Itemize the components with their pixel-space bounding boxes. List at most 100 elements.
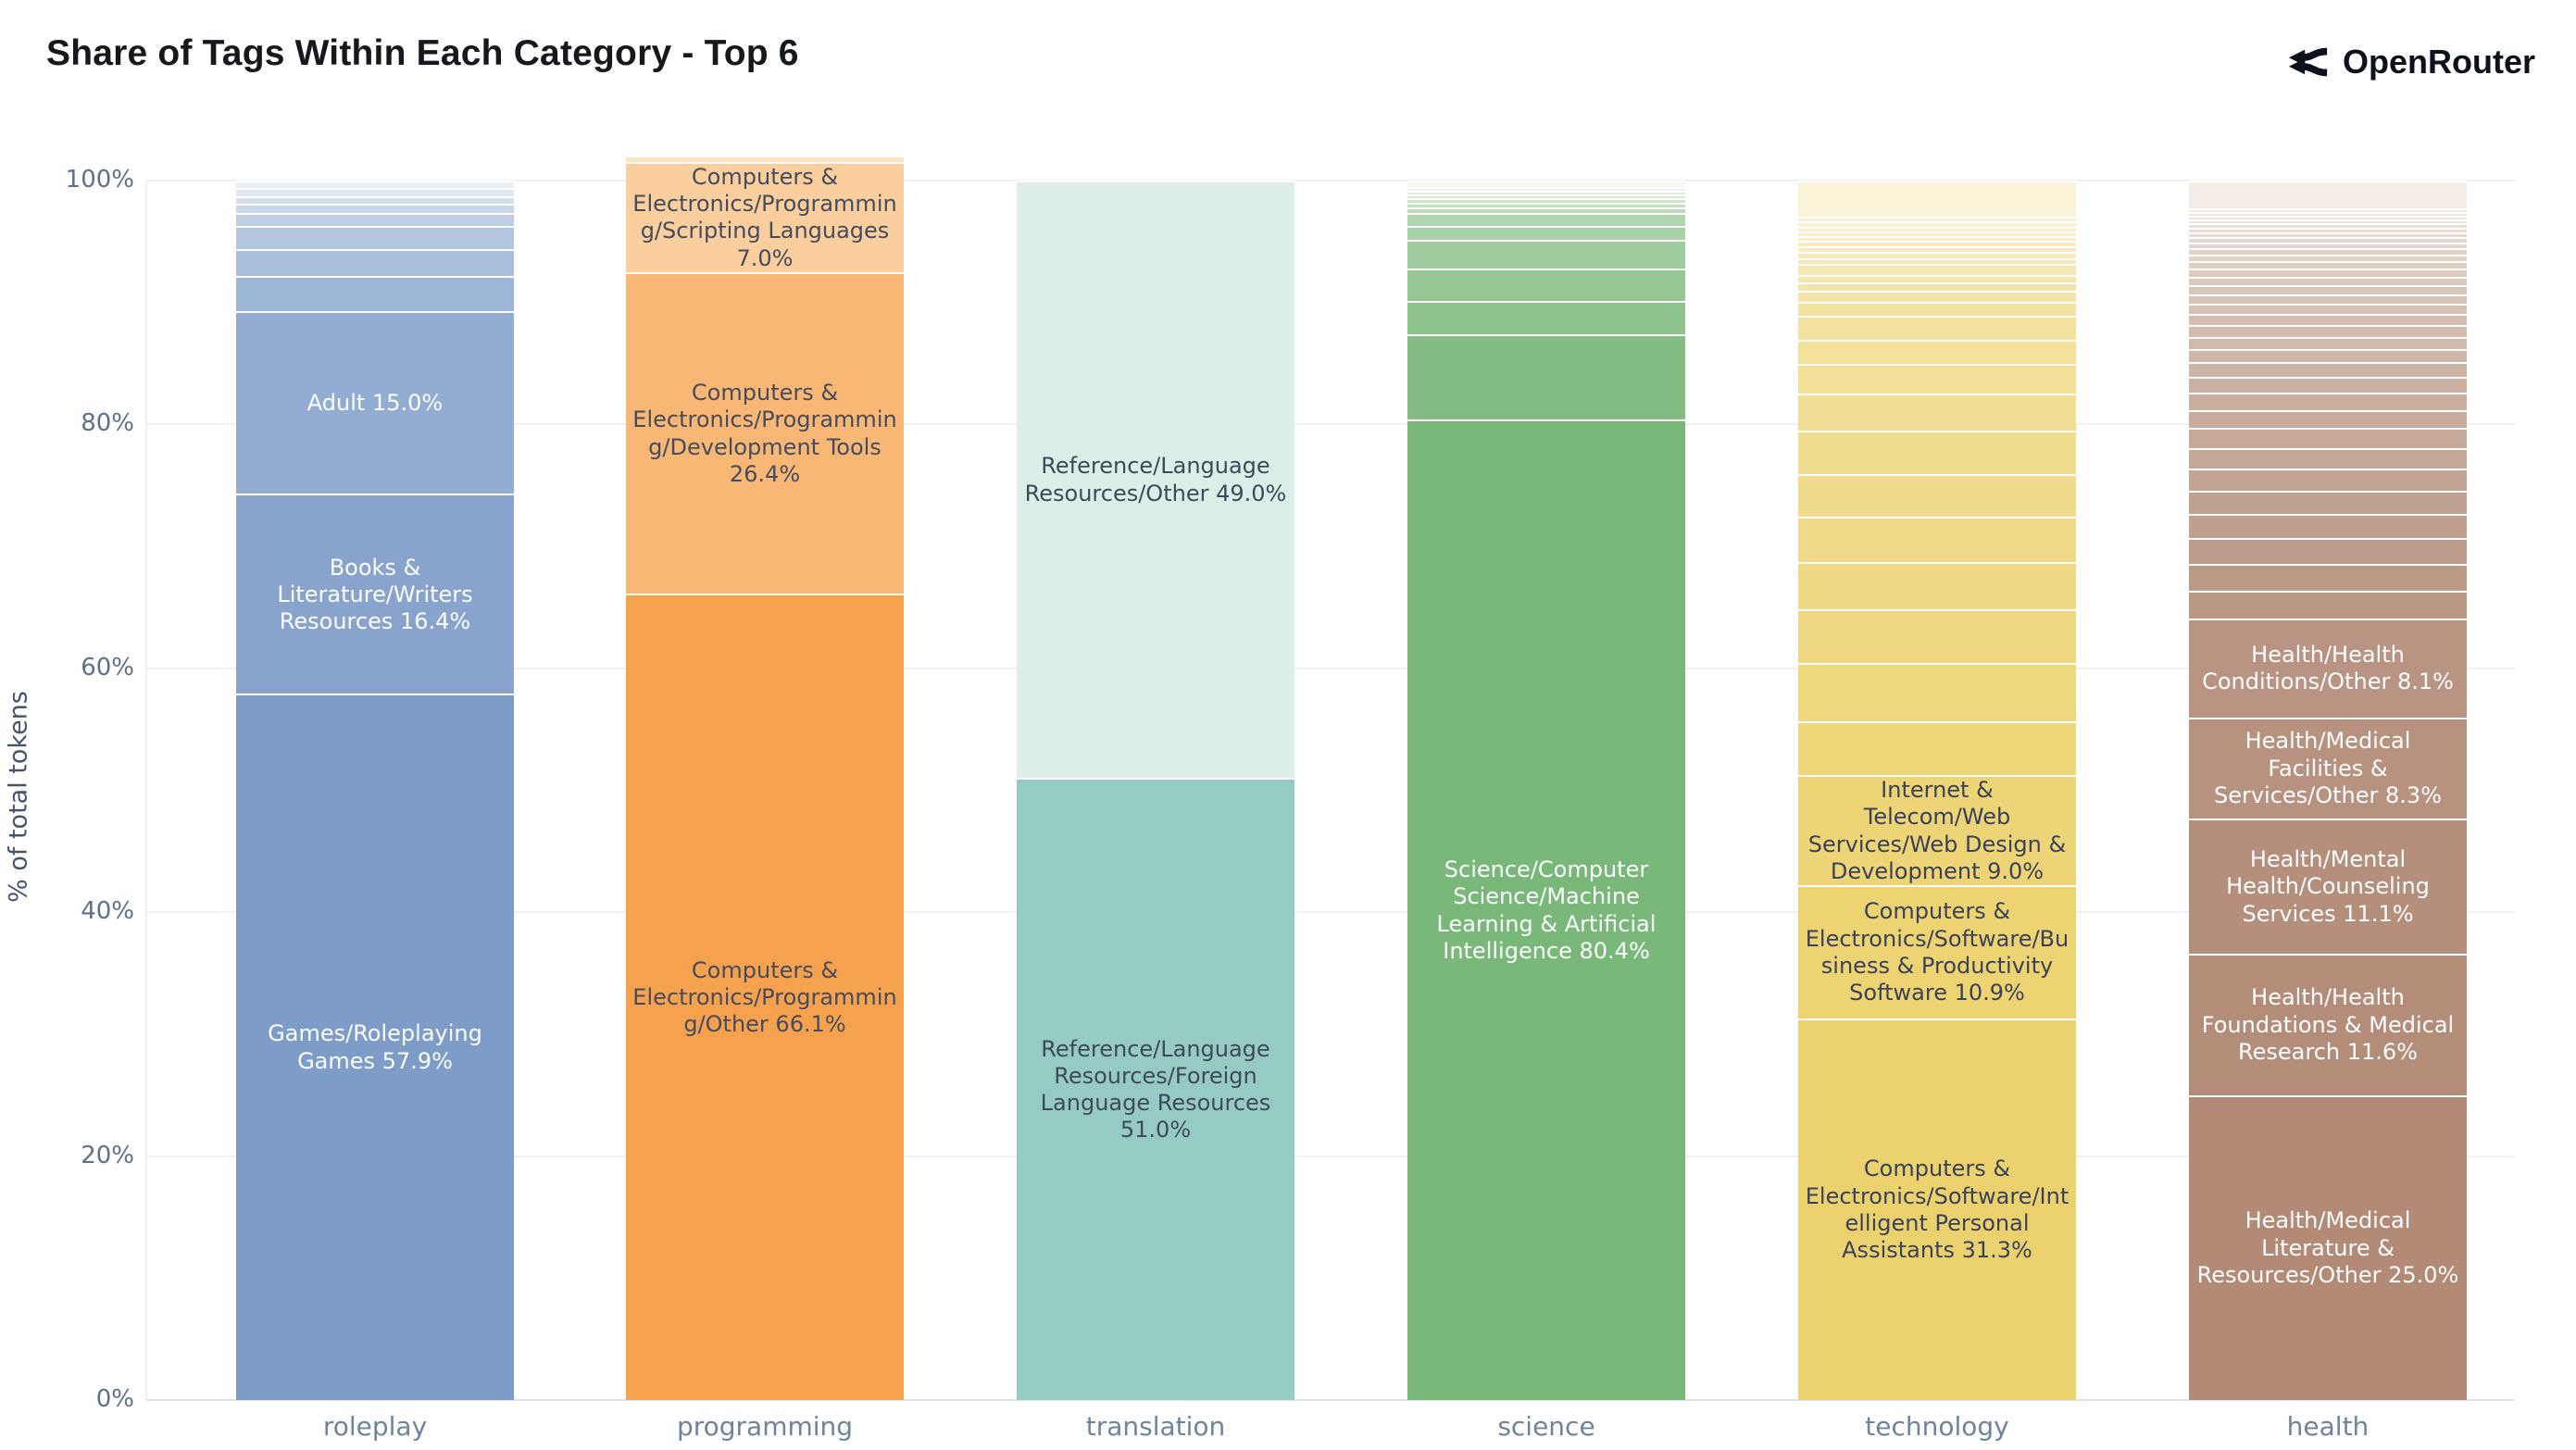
bar-segment	[1798, 663, 2076, 722]
bar-segment	[1407, 203, 1685, 208]
bar-segment: Computers & Electronics/Software/Intelli…	[1798, 1018, 2076, 1400]
segment-label: Computers & Electronics/Programming/Othe…	[632, 956, 897, 1038]
x-tick-label-technology: technology	[1865, 1411, 2009, 1442]
brand-name: OpenRouter	[2342, 43, 2535, 81]
segment-label: Health/Health Conditions/Other 8.1%	[2202, 641, 2454, 695]
gridline	[146, 180, 2515, 181]
segment-label: Books & Literature/Writers Resources 16.…	[277, 554, 473, 635]
x-axis-line	[146, 1399, 2515, 1401]
bar-segment	[2189, 563, 2467, 591]
bar-segment	[1407, 198, 1685, 204]
bar-segment	[2189, 537, 2467, 564]
x-tick-label-programming: programming	[676, 1411, 854, 1442]
bar-segment: Science/Computer Science/Machine Learnin…	[1407, 419, 1685, 1400]
bar-segment	[1798, 315, 2076, 341]
segment-label: Science/Computer Science/Machine Learnin…	[1436, 856, 1657, 964]
bar-programming: Computers & Electronics/Programming/Othe…	[626, 156, 904, 1400]
bar-segment	[1798, 246, 2076, 253]
y-tick-label: 100%	[65, 166, 134, 194]
bar-segment: Computers & Electronics/Programming/Othe…	[626, 594, 904, 1400]
bar-segment	[2189, 304, 2467, 315]
bar-segment	[1798, 517, 2076, 562]
bar-roleplay: Games/Roleplaying Games 57.9% Books & Lit…	[236, 181, 514, 1400]
bar-segment	[1407, 186, 1685, 191]
bar-segment	[2189, 468, 2467, 491]
bar-segment	[1407, 269, 1685, 301]
bar-segment	[626, 156, 904, 162]
bar-segment: Health/Medical Facilities & Services/Oth…	[2189, 717, 2467, 819]
bar-segment	[1798, 231, 2076, 237]
gridline	[146, 667, 2515, 669]
bar-segment	[1798, 340, 2076, 365]
bar-segment: Games/Roleplaying Games 57.9%	[236, 694, 514, 1400]
bar-segment	[1407, 300, 1685, 335]
gridline	[146, 1155, 2515, 1157]
segment-label: Reference/Language Resources/Foreign Lan…	[1040, 1035, 1271, 1144]
bar-segment	[2189, 227, 2467, 233]
bar-segment	[236, 204, 514, 213]
bar-segment	[1407, 225, 1685, 240]
segment-label: Health/Health Foundations & Medical Rese…	[2201, 984, 2455, 1065]
bar-segment	[2189, 362, 2467, 378]
x-tick-label-science: science	[1497, 1411, 1595, 1442]
segment-label: Computers & Electronics/Programming/Deve…	[632, 380, 897, 487]
bar-segment	[2189, 447, 2467, 469]
bar-segment	[2189, 211, 2467, 216]
bar-segment	[2189, 219, 2467, 224]
bar-segment	[1798, 721, 2076, 776]
bar-segment	[236, 212, 514, 226]
segment-label: Computers & Electronics/Programming/Scri…	[632, 163, 897, 271]
bar-segment	[1798, 264, 2076, 276]
bar-segment: Computers & Electronics/Programming/Deve…	[626, 271, 904, 594]
bar-segment	[1798, 364, 2076, 394]
segment-label: Adult 15.0%	[306, 390, 444, 417]
bar-segment: Computers & Electronics/Software/Busines…	[1798, 885, 2076, 1019]
bar-segment	[2189, 232, 2467, 238]
bar-segment	[1798, 291, 2076, 303]
bar-segment	[1798, 275, 2076, 283]
bar-segment: Health/Health Conditions/Other 8.1%	[2189, 618, 2467, 718]
bar-segment	[1798, 226, 2076, 231]
gridline	[146, 423, 2515, 426]
bar-segment	[2189, 243, 2467, 249]
bar-translation: Reference/Language Resources/Foreign Lan…	[1017, 181, 1294, 1400]
chart-title: Share of Tags Within Each Category - Top…	[46, 33, 799, 73]
bar-segment	[1407, 212, 1685, 226]
bar-segment	[2189, 254, 2467, 262]
segment-label: Health/Mental Health/Counseling Services…	[2226, 846, 2430, 927]
bar-segment	[2189, 223, 2467, 228]
segment-label: Reference/Language Resources/Other 49.0%	[1024, 453, 1287, 506]
bar-segment: Adult 15.0%	[236, 310, 514, 494]
bar-segment	[2189, 314, 2467, 326]
y-axis-spine	[145, 181, 147, 1400]
bar-segment	[1407, 181, 1685, 187]
y-tick-label: 80%	[81, 409, 134, 438]
bar-segment	[2189, 237, 2467, 244]
bar-health: Health/Medical Literature & Resources/Ot…	[2189, 181, 2467, 1400]
bar-segment	[2189, 207, 2467, 212]
bar-segment	[1798, 609, 2076, 664]
bar-segment: Health/Medical Literature & Resources/Ot…	[2189, 1094, 2467, 1400]
bar-segment	[2189, 336, 2467, 349]
x-tick-label-translation: translation	[1085, 1411, 1226, 1442]
bar-segment	[1407, 207, 1685, 213]
bar-segment	[2189, 276, 2467, 285]
bar-segment	[236, 248, 514, 276]
bar-segment	[2189, 215, 2467, 219]
segment-label: Games/Roleplaying Games 57.9%	[268, 1020, 482, 1074]
bar-technology: Computers & Electronics/Software/Intelli…	[1798, 180, 2076, 1400]
bar-segment	[2189, 248, 2467, 255]
brand-logo: OpenRouter	[2287, 41, 2535, 83]
openrouter-icon	[2287, 41, 2330, 83]
bar-segment	[236, 275, 514, 311]
bar-segment	[1798, 236, 2076, 242]
bar-segment	[2189, 284, 2467, 294]
bar-segment: Health/Mental Health/Counseling Services…	[2189, 818, 2467, 954]
bar-segment: Books & Literature/Writers Resources 16.…	[236, 494, 514, 694]
bar-segment	[1798, 241, 2076, 247]
segment-label: Internet & Telecom/Web Services/Web Desi…	[1807, 777, 2067, 884]
bar-segment	[236, 195, 514, 205]
y-tick-label: 0%	[95, 1385, 134, 1413]
bar-segment	[2189, 428, 2467, 448]
segment-label: Health/Medical Literature & Resources/Ot…	[2196, 1207, 2459, 1288]
